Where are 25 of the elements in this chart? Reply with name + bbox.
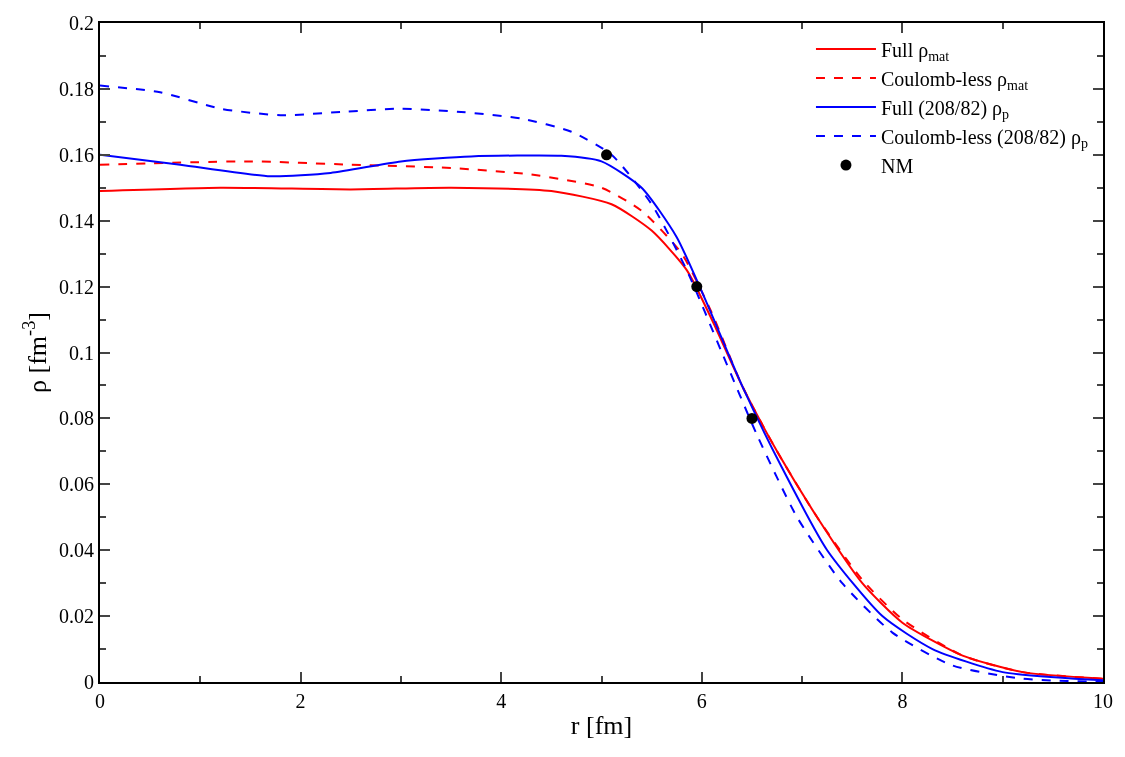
legend-label: Full (208/82) ρ$_{p}$: [880, 96, 1010, 123]
point: [691, 281, 703, 293]
x-tick-label: 4: [496, 690, 507, 712]
y-tick-label: 0.2: [69, 12, 94, 34]
x-tick-label: 8: [897, 690, 908, 712]
x-axis-title: r [fm]: [570, 711, 633, 741]
y-tick-label: 0.08: [59, 407, 94, 430]
y-tick-label: 0.12: [59, 275, 94, 298]
y-tick-label: 0.04: [59, 539, 94, 562]
point: [601, 149, 613, 161]
x-tick-label: 2: [295, 690, 306, 712]
legend-label: NM: [880, 154, 914, 177]
x-tick-label: 10: [1093, 690, 1113, 712]
y-tick-label: 0.06: [59, 473, 94, 496]
legend-label: Coulomb-less (208/82) ρ$_{p}$: [880, 125, 1088, 152]
y-tick-label: 0.1: [69, 341, 94, 364]
y-tick-label: 0.18: [59, 77, 94, 100]
y-tick-label: 0: [84, 671, 94, 693]
point: [746, 412, 758, 424]
legend-label: Full ρ$_{mat}$: [880, 38, 950, 65]
x-tick-label: 6: [696, 690, 707, 712]
y-tick-label: 0.16: [59, 143, 94, 166]
legend-label: Coulomb-less ρ$_{mat}$: [880, 67, 1029, 94]
y-tick-label: 0.14: [59, 209, 94, 232]
y-tick-label: 0.02: [59, 605, 94, 628]
